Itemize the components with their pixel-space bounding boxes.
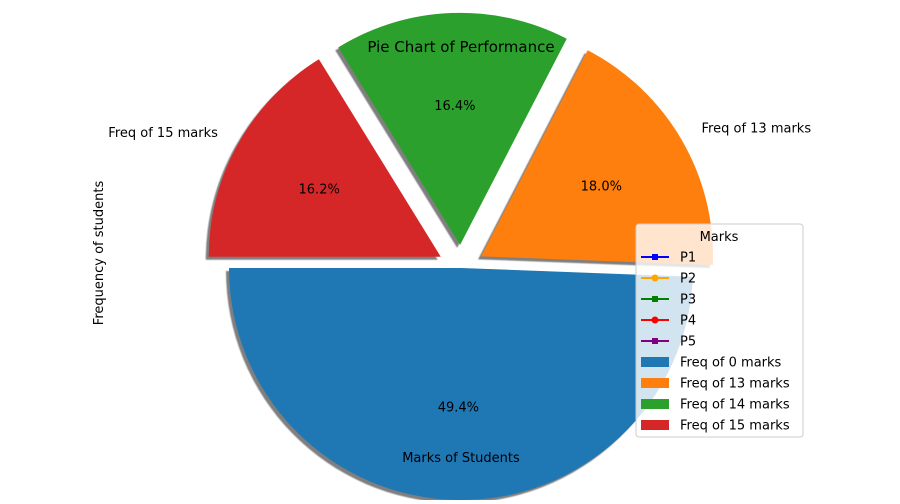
legend-patch-swatch <box>641 399 669 409</box>
slice-category-label: Freq of 15 marks <box>108 126 218 141</box>
legend-entries: P1 P2 P3 P4 P5 Freq of 0 marks Freq of 13 mark… <box>641 251 790 434</box>
slice-percent-label: 18.0% <box>581 180 622 195</box>
legend-frame <box>635 223 804 438</box>
legend-patch-swatch <box>641 378 669 388</box>
legend-label: Freq of 14 marks <box>680 398 790 413</box>
legend-label: Freq of 13 marks <box>680 377 790 392</box>
y-axis-label: Frequency of students <box>92 181 107 326</box>
legend-entry-p3: P3 <box>641 293 696 308</box>
legend-marker <box>651 316 659 324</box>
legend-entry-p5: P5 <box>641 335 696 350</box>
slice-percent-label: 49.4% <box>438 401 479 416</box>
pie-slices <box>208 12 714 501</box>
pie-slice-freq-of-13-marks <box>481 50 714 266</box>
legend-entry-freq-of-14-marks: Freq of 14 marks <box>641 398 790 413</box>
x-axis-label: Marks of Students <box>402 451 520 466</box>
legend-label: P1 <box>680 251 696 266</box>
legend-label: P2 <box>680 272 696 287</box>
legend-marker <box>652 254 658 260</box>
pie-slice-freq-of-14-marks <box>338 12 567 245</box>
legend-label: P4 <box>680 314 696 329</box>
legend-marker <box>651 274 659 282</box>
legend: Marks P1 P2 P3 P4 P5 Freq of 0 marks Freq of 1… <box>635 223 804 438</box>
pie-slice-freq-of-15-marks <box>208 59 441 257</box>
legend-entry-freq-of-0-marks: Freq of 0 marks <box>641 356 782 371</box>
legend-label: P3 <box>680 293 696 308</box>
slice-percent-label: 16.4% <box>434 99 475 114</box>
legend-entry-freq-of-13-marks: Freq of 13 marks <box>641 377 790 392</box>
slice-percent-label: 16.2% <box>299 182 340 197</box>
legend-label: P5 <box>680 335 696 350</box>
chart-title: Pie Chart of Performance <box>367 38 554 56</box>
slice-labels: 49.4% 18.0% Freq of 13 marks 16.4% 16.2% Freq… <box>108 99 811 415</box>
pie-slice-freq-of-0-marks <box>229 268 693 501</box>
legend-patch-swatch <box>641 357 669 367</box>
legend-entry-freq-of-15-marks: Freq of 15 marks <box>641 419 790 434</box>
legend-entry-p1: P1 <box>641 251 696 266</box>
slice-category-label: Freq of 13 marks <box>702 121 812 136</box>
legend-marker <box>652 338 658 344</box>
legend-label: Freq of 0 marks <box>680 356 782 371</box>
legend-entry-p4: P4 <box>641 314 696 329</box>
legend-marker <box>652 296 658 302</box>
legend-label: Freq of 15 marks <box>680 419 790 434</box>
legend-patch-swatch <box>641 420 669 430</box>
legend-title: Marks <box>700 230 739 245</box>
legend-entry-p2: P2 <box>641 272 696 287</box>
